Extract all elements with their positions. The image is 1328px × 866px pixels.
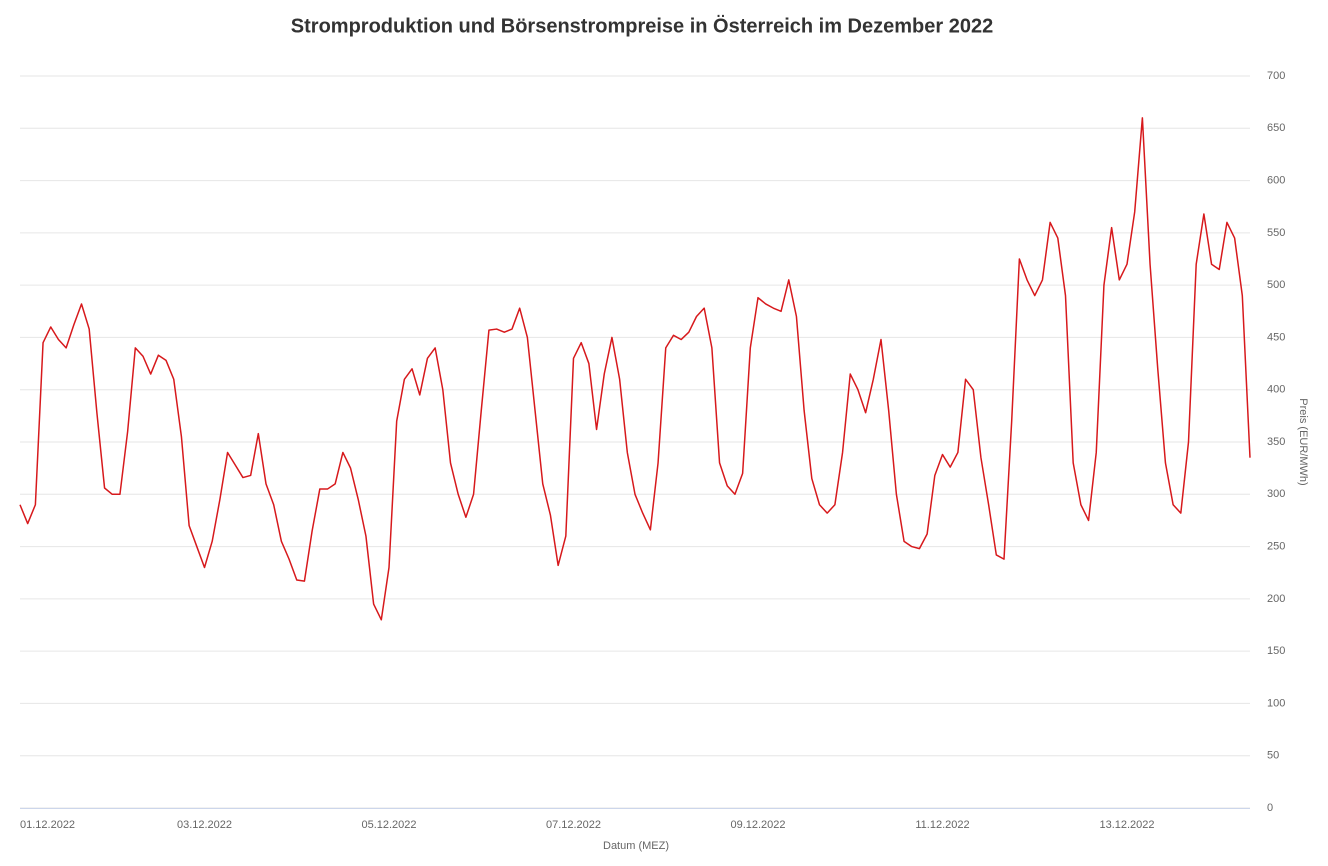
y-tick-label: 300	[1267, 488, 1285, 500]
chart-title: Stromproduktion und Börsenstrompreise in…	[291, 14, 993, 37]
x-tick-label: 09.12.2022	[730, 819, 785, 831]
price-line	[19, 117, 1251, 621]
y-tick-label: 200	[1267, 593, 1285, 605]
y-tick-label: 250	[1267, 540, 1285, 552]
y-tick-label: 100	[1267, 697, 1285, 709]
y-tick-label: 600	[1267, 174, 1285, 186]
y-tick-label: 700	[1267, 70, 1285, 82]
x-tick-label: 05.12.2022	[361, 819, 416, 831]
y-tick-label: 500	[1267, 279, 1285, 291]
y-axis-title: Preis (EUR/MWh)	[1297, 398, 1309, 485]
y-tick-label: 0	[1267, 802, 1273, 814]
y-tick-label: 150	[1267, 645, 1285, 657]
x-tick-label: 03.12.2022	[177, 819, 232, 831]
x-tick-label: 07.12.2022	[546, 819, 601, 831]
y-tick-label: 550	[1267, 227, 1285, 239]
y-tick-label: 350	[1267, 436, 1285, 448]
y-tick-label: 50	[1267, 750, 1279, 762]
x-tick-label: 11.12.2022	[915, 819, 969, 831]
y-tick-label: 650	[1267, 122, 1285, 134]
x-tick-label: 13.12.2022	[1099, 819, 1154, 831]
y-tick-label: 450	[1267, 331, 1285, 343]
y-tick-label: 400	[1267, 384, 1285, 396]
x-axis-title: Datum (MEZ)	[603, 840, 669, 852]
x-tick-label: 01.12.2022	[20, 819, 75, 831]
